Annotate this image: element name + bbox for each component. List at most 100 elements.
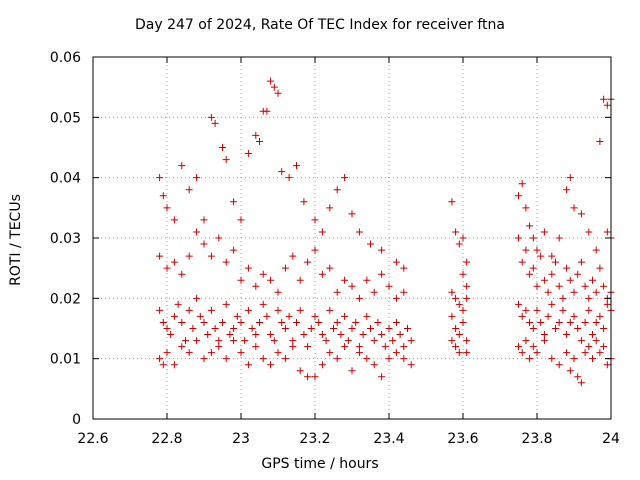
data-point [540, 337, 548, 345]
data-point [463, 337, 471, 345]
data-point [392, 318, 400, 326]
data-point [548, 300, 556, 308]
data-point [289, 252, 297, 260]
data-point [326, 204, 334, 212]
data-point [367, 325, 374, 332]
data-point [577, 337, 585, 345]
data-point [267, 77, 275, 85]
data-point [378, 373, 386, 381]
data-point [348, 325, 356, 332]
data-point [529, 325, 537, 332]
data-point [526, 222, 534, 230]
data-point [322, 337, 330, 345]
data-point [226, 331, 234, 339]
data-point [326, 306, 334, 314]
data-point [307, 325, 315, 332]
data-point [341, 174, 349, 182]
data-point [370, 361, 378, 369]
data-point [230, 337, 238, 345]
data-point [563, 186, 571, 194]
data-point [370, 288, 378, 296]
data-point [159, 318, 167, 326]
data-point [533, 349, 541, 357]
data-point [463, 294, 471, 302]
data-point [259, 300, 267, 308]
data-point [300, 198, 308, 206]
data-point [559, 306, 567, 314]
data-point [378, 270, 386, 278]
data-point [544, 288, 552, 296]
data-point [548, 355, 556, 363]
data-point [185, 306, 193, 314]
data-point [529, 264, 537, 272]
data-point [170, 361, 178, 369]
data-point [281, 355, 289, 363]
data-point [459, 270, 467, 278]
data-point [267, 361, 275, 369]
data-point [178, 343, 186, 351]
data-point [215, 343, 223, 351]
data-point [600, 325, 608, 332]
data-point [363, 312, 371, 320]
data-point [533, 282, 541, 290]
data-point [252, 131, 260, 139]
x-tick-label: 24 [602, 431, 620, 447]
grid [93, 57, 611, 419]
data-point [222, 258, 230, 266]
data-point [259, 270, 267, 278]
data-point [318, 228, 326, 236]
data-point [452, 228, 460, 236]
data-point [311, 246, 319, 254]
data-point [296, 306, 304, 314]
data-point [400, 355, 408, 363]
data-point [385, 355, 393, 363]
data-point [592, 246, 600, 254]
data-point [385, 325, 393, 332]
data-point [230, 325, 238, 332]
data-point [555, 318, 563, 326]
data-point [392, 349, 400, 357]
data-point [248, 325, 256, 332]
data-point [263, 312, 271, 320]
data-point [574, 270, 582, 278]
data-point [348, 367, 356, 375]
data-point [207, 113, 215, 121]
data-point [200, 240, 208, 248]
data-point [174, 300, 182, 308]
data-point [237, 276, 245, 284]
data-point [237, 318, 245, 326]
data-point [352, 318, 360, 326]
data-point [355, 349, 363, 357]
data-point [537, 318, 545, 326]
data-point [448, 198, 456, 206]
data-point [274, 349, 282, 357]
axis-ticks: 22.6 22.8 23 23.2 23.4 23.6 23.8 24 0 0.01 0.02 0.0… [50, 50, 620, 447]
data-point [193, 294, 201, 302]
data-point [178, 318, 186, 326]
data-point [289, 337, 297, 345]
data-point [378, 246, 386, 254]
data-point [207, 252, 215, 260]
data-point [211, 119, 219, 127]
data-point [452, 294, 460, 302]
data-point [522, 337, 530, 345]
data-point [219, 144, 226, 151]
data-point [515, 300, 522, 308]
data-point [156, 306, 164, 314]
data-point [385, 282, 393, 290]
data-point [333, 186, 341, 194]
data-point [518, 258, 526, 266]
data-point [400, 343, 408, 351]
data-point [318, 270, 326, 278]
data-point [293, 162, 300, 170]
data-point [311, 373, 319, 381]
data-point [311, 216, 319, 224]
data-point [304, 343, 312, 351]
data-point [256, 137, 263, 145]
data-point [537, 252, 545, 260]
data-point [533, 246, 541, 254]
data-point [540, 331, 548, 339]
data-point [596, 349, 604, 357]
data-point [200, 216, 208, 224]
data-point [370, 337, 378, 345]
